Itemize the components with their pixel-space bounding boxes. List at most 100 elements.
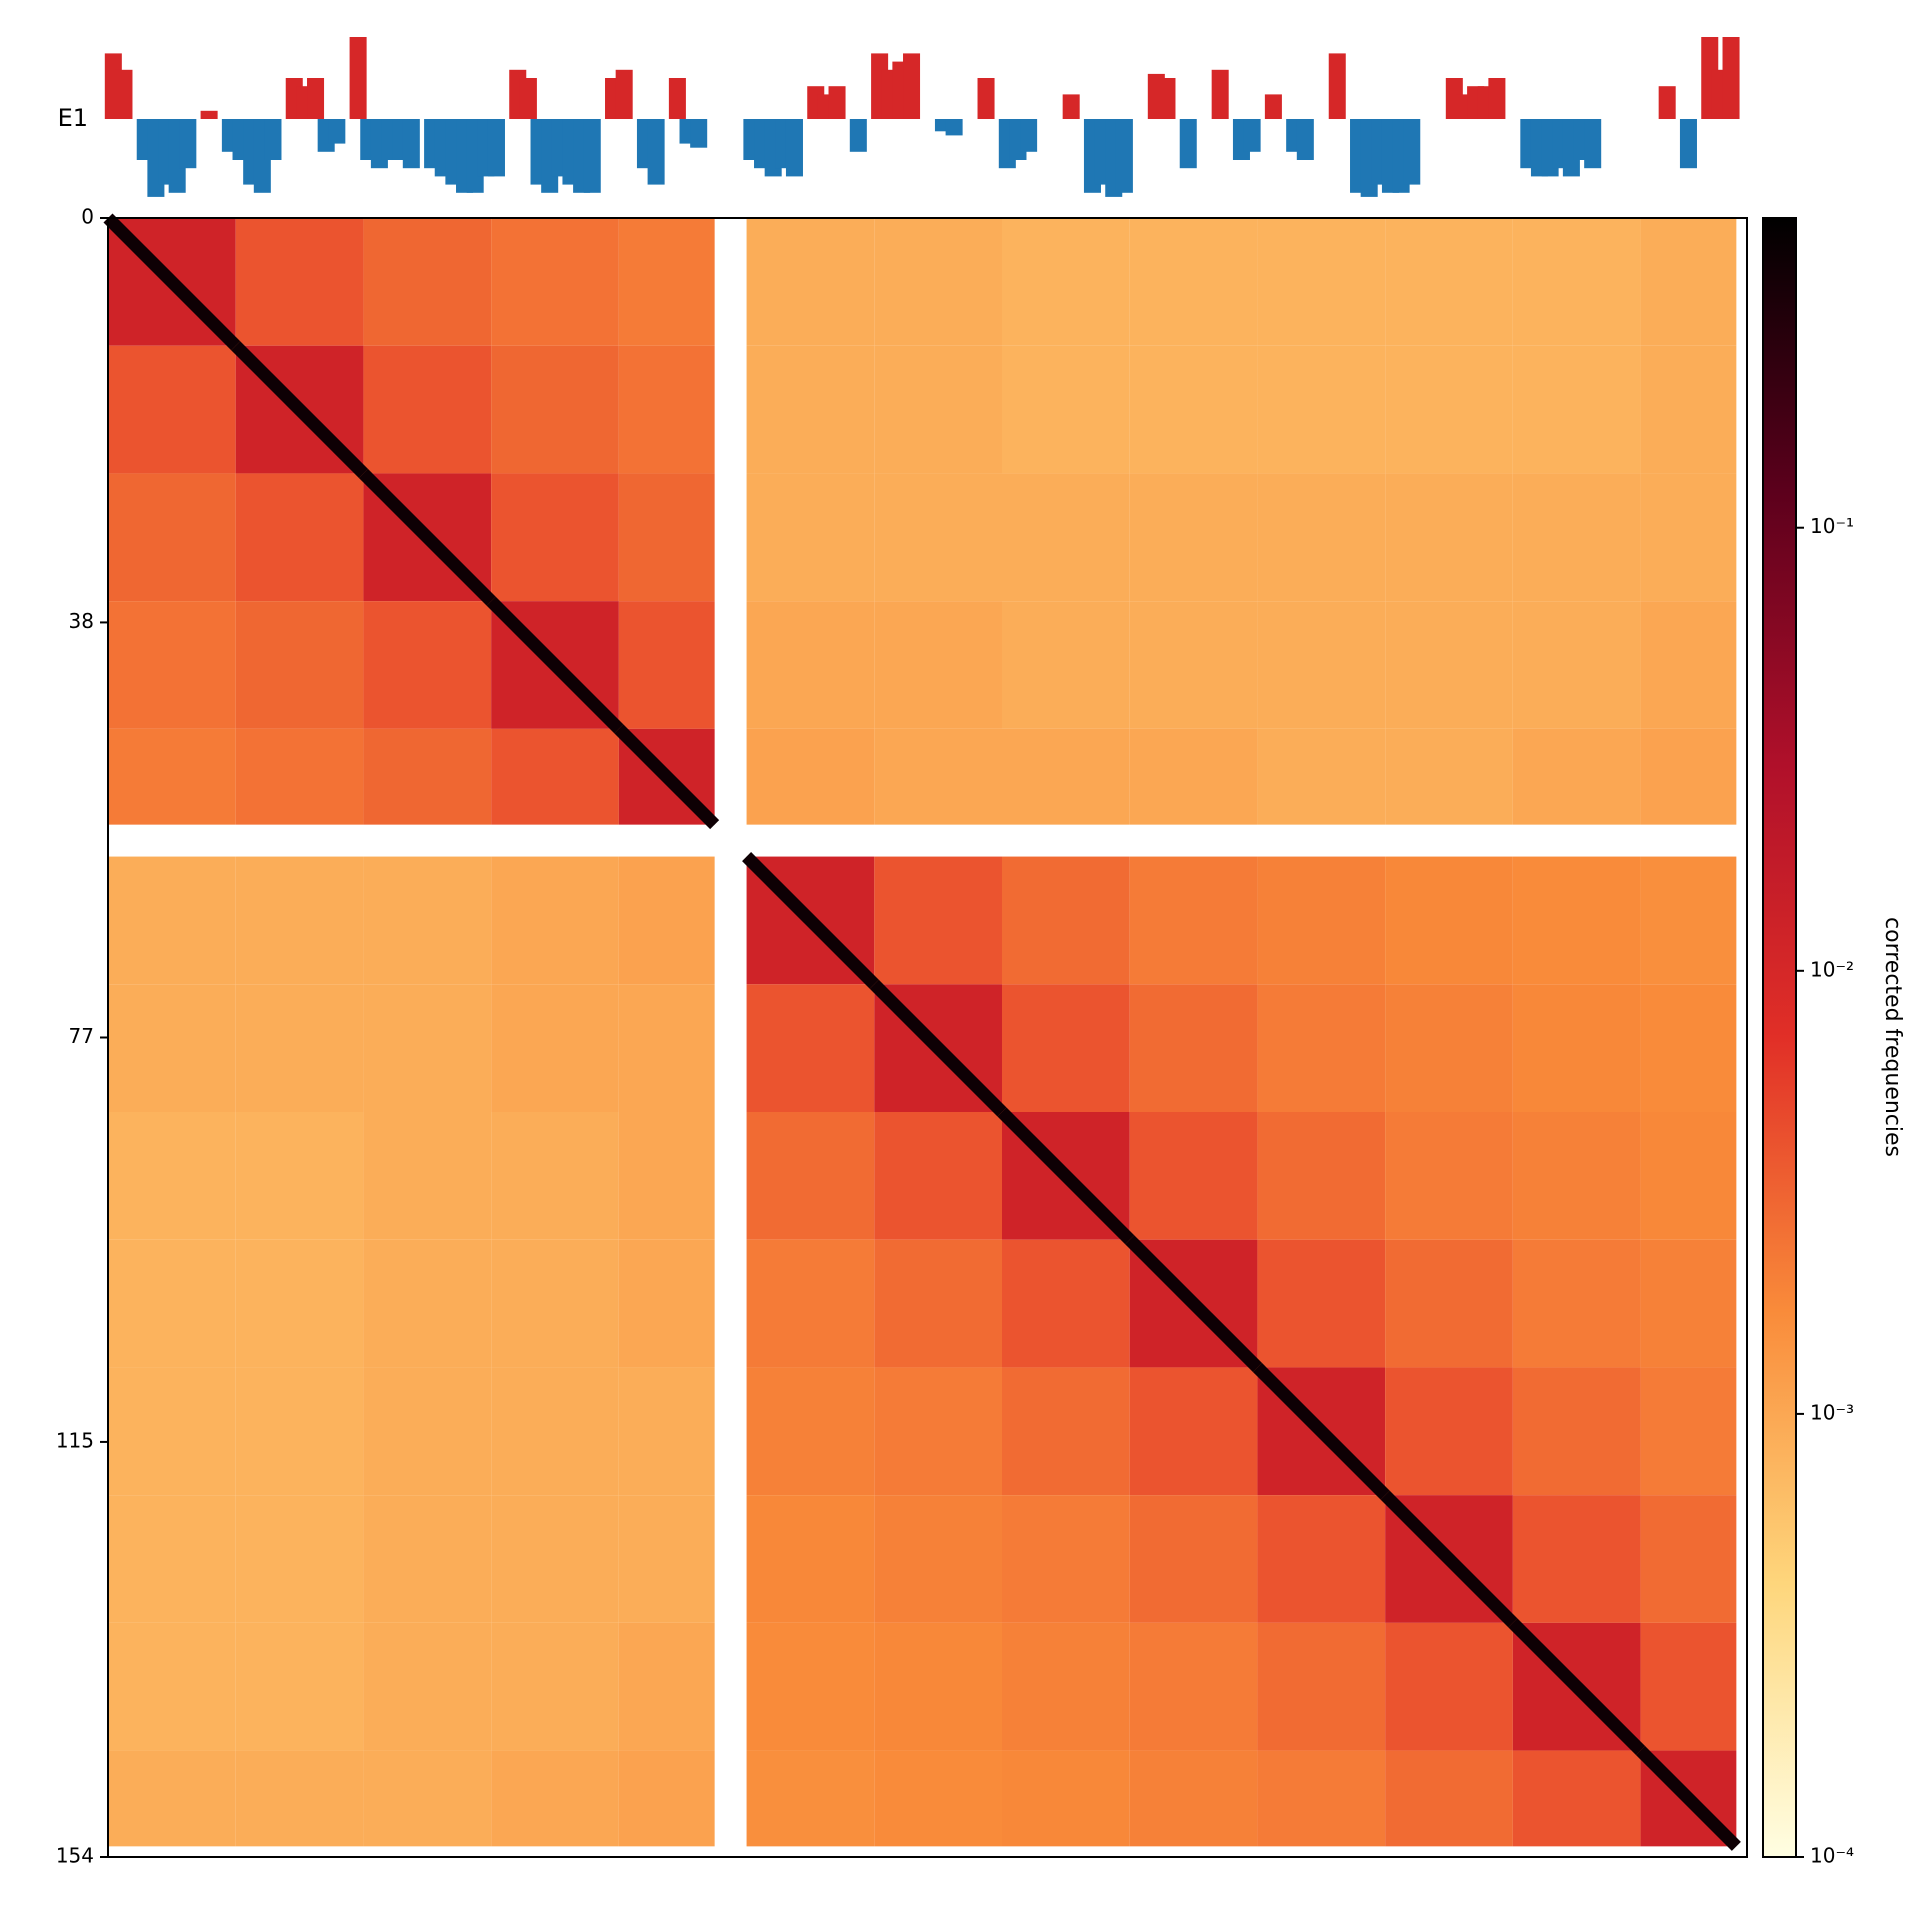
heatmap-cell <box>108 1750 236 1847</box>
heatmap-cell <box>1257 984 1386 1112</box>
track-bar <box>647 119 665 185</box>
heatmap-cell <box>235 1495 364 1623</box>
heatmap-cell <box>1385 1622 1513 1751</box>
heatmap-cell <box>108 601 236 729</box>
heatmap-cell <box>235 1112 364 1240</box>
heatmap-cell <box>235 728 364 825</box>
heatmap-cell <box>363 984 492 1112</box>
heatmap-cell <box>1512 218 1641 346</box>
heatmap-cell <box>618 473 715 602</box>
colorbar-tick-label: 10⁻³ <box>1810 1400 1854 1424</box>
heatmap-cell <box>1640 1367 1737 1496</box>
heatmap-cell <box>235 1239 364 1368</box>
heatmap-cell <box>235 601 364 729</box>
heatmap-cell <box>874 1622 1002 1751</box>
diagonal <box>1252 1362 1390 1500</box>
heatmap-cell <box>1257 1495 1386 1623</box>
heatmap-cell <box>1257 345 1386 474</box>
track-bar <box>1328 53 1346 119</box>
heatmap-cell <box>235 1367 364 1496</box>
heatmap-cell <box>746 1367 875 1496</box>
track-bar <box>328 119 346 144</box>
heatmap-cell <box>491 1367 619 1496</box>
heatmap-cell <box>363 856 492 985</box>
heatmap-cell <box>1640 601 1737 729</box>
heatmap-cell <box>1512 601 1641 729</box>
heatmap-cell <box>1640 1495 1737 1623</box>
heatmap-cell <box>618 984 715 1112</box>
diagonal <box>1380 1490 1518 1628</box>
heatmap-cell <box>618 1239 715 1368</box>
heatmap-cell <box>746 1750 875 1847</box>
heatmap-cell <box>746 1495 875 1623</box>
heatmap-cell <box>1129 1622 1258 1751</box>
heatmap-cell <box>1512 1495 1641 1623</box>
heatmap-cell <box>1257 218 1386 346</box>
heatmap-cell <box>491 1239 619 1368</box>
heatmap-cell <box>1129 856 1258 985</box>
diagonal <box>486 596 624 734</box>
heatmap-cell <box>1257 1112 1386 1240</box>
heatmap-cell <box>618 856 715 985</box>
track-bar <box>1020 119 1038 152</box>
heatmap-cell <box>1385 601 1513 729</box>
heatmap-cell <box>1002 345 1130 474</box>
heatmap-cell <box>874 856 1002 985</box>
track-bar <box>179 119 197 169</box>
heatmap-cell <box>746 728 875 825</box>
heatmap-cell <box>746 218 875 346</box>
track-bar <box>349 37 367 119</box>
heatmap-cell <box>1129 1367 1258 1496</box>
heatmap-cell <box>1640 1622 1737 1751</box>
heatmap-cell <box>108 1112 236 1240</box>
heatmap-cell <box>1002 1495 1130 1623</box>
heatmap-cell <box>491 1495 619 1623</box>
heatmap-cell <box>1385 473 1513 602</box>
heatmap-cell <box>1640 1239 1737 1368</box>
heatmap-cell <box>235 856 364 985</box>
heatmap-cell <box>874 1495 1002 1623</box>
heatmap-cell <box>1257 1622 1386 1751</box>
heatmap-cell <box>618 218 715 346</box>
heatmap-cell <box>1129 345 1258 474</box>
heatmap-cell <box>108 856 236 985</box>
track-bar <box>1488 78 1506 119</box>
diagonal <box>358 468 496 606</box>
heatmap-cell <box>1002 1750 1130 1847</box>
heatmap-cell <box>363 1495 492 1623</box>
heatmap-cell <box>874 1367 1002 1496</box>
diagonal <box>103 213 241 351</box>
colorbar-tick-label: 10⁻¹ <box>1810 514 1854 538</box>
track-bar <box>583 119 601 193</box>
heatmap-cell <box>874 1112 1002 1240</box>
heatmap-cell <box>1002 218 1130 346</box>
heatmap-cell <box>1385 1239 1513 1368</box>
heatmap-cell <box>1002 601 1130 729</box>
heatmap-cell <box>746 984 875 1112</box>
heatmap-cell <box>1257 1750 1386 1847</box>
heatmap-cell <box>363 218 492 346</box>
heatmap-cell <box>363 601 492 729</box>
heatmap-cell <box>491 856 619 985</box>
heatmap-cell <box>1385 1112 1513 1240</box>
track-bar <box>115 69 133 119</box>
heatmap-cell <box>1512 345 1641 474</box>
colorbar-tick-label: 10⁻² <box>1810 957 1854 981</box>
heatmap-cell <box>1257 856 1386 985</box>
track-bar <box>977 78 995 119</box>
track-bar <box>1722 37 1740 119</box>
heatmap-cell <box>1002 984 1130 1112</box>
heatmap-cell <box>235 473 364 602</box>
heatmap-cell <box>1129 218 1258 346</box>
track-bar <box>487 119 505 177</box>
heatmap-cell <box>363 1112 492 1240</box>
track-bar <box>1211 69 1229 119</box>
heatmap-cell <box>874 218 1002 346</box>
heatmap-cell <box>746 1239 875 1368</box>
heatmap-cell <box>1640 984 1737 1112</box>
heatmap-cell <box>1257 601 1386 729</box>
heatmap-cell <box>108 984 236 1112</box>
diagonal <box>997 1107 1135 1245</box>
heatmap-cell <box>1512 1239 1641 1368</box>
heatmap-cell <box>1002 1367 1130 1496</box>
